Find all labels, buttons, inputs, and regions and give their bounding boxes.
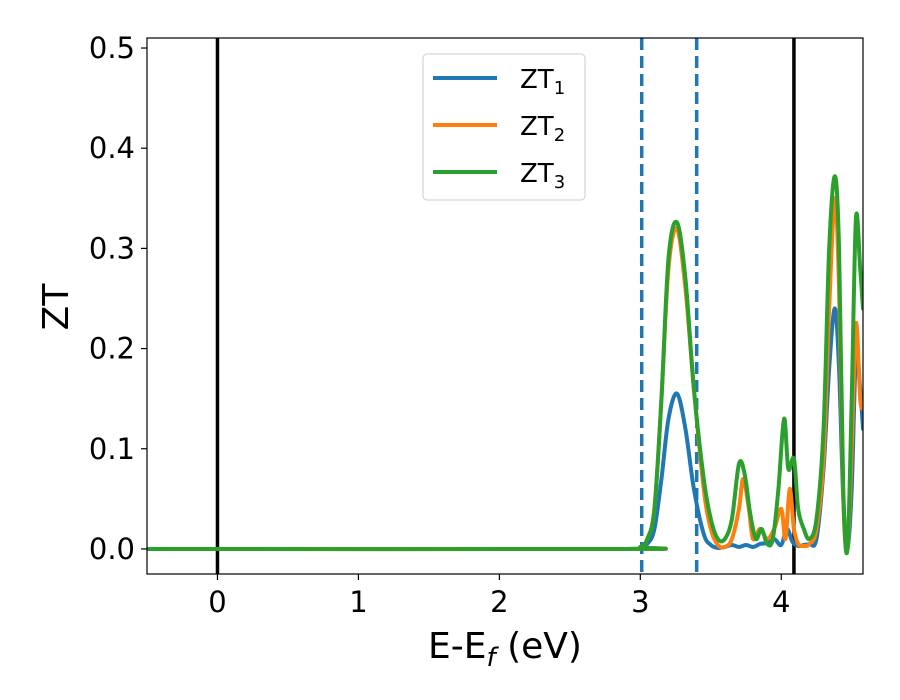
legend-label-zt3: ZT3 (520, 159, 565, 193)
series-lines (147, 174, 863, 556)
y-tick-label: 0.1 (89, 432, 135, 466)
y-tick-label: 0.0 (89, 532, 135, 566)
x-axis-title: E-Ef (eV) (428, 626, 582, 673)
y-axis-title: ZT (36, 283, 77, 331)
y-tick-label: 0.3 (89, 231, 135, 265)
legend: ZT1 ZT2 ZT3 (422, 53, 586, 201)
x-tick-label: 2 (490, 585, 508, 619)
series-line-zt3 (147, 174, 863, 556)
x-tick-label: 0 (208, 585, 226, 619)
plot-frame (146, 37, 864, 575)
y-axis: 0.0 0.1 0.2 0.3 0.4 0.5 (89, 31, 147, 566)
legend-label-zt2: ZT2 (520, 112, 565, 146)
x-tick-label: 3 (631, 585, 649, 619)
legend-frame (422, 53, 586, 201)
x-tick-label: 4 (772, 585, 790, 619)
reference-lines (215, 38, 796, 574)
legend-label-zt1: ZT1 (520, 65, 565, 99)
y-tick-label: 0.4 (89, 131, 135, 165)
x-axis: 0 1 2 3 4 (208, 574, 790, 619)
y-tick-label: 0.5 (89, 31, 135, 65)
y-tick-label: 0.2 (89, 332, 135, 366)
x-tick-label: 1 (349, 585, 367, 619)
